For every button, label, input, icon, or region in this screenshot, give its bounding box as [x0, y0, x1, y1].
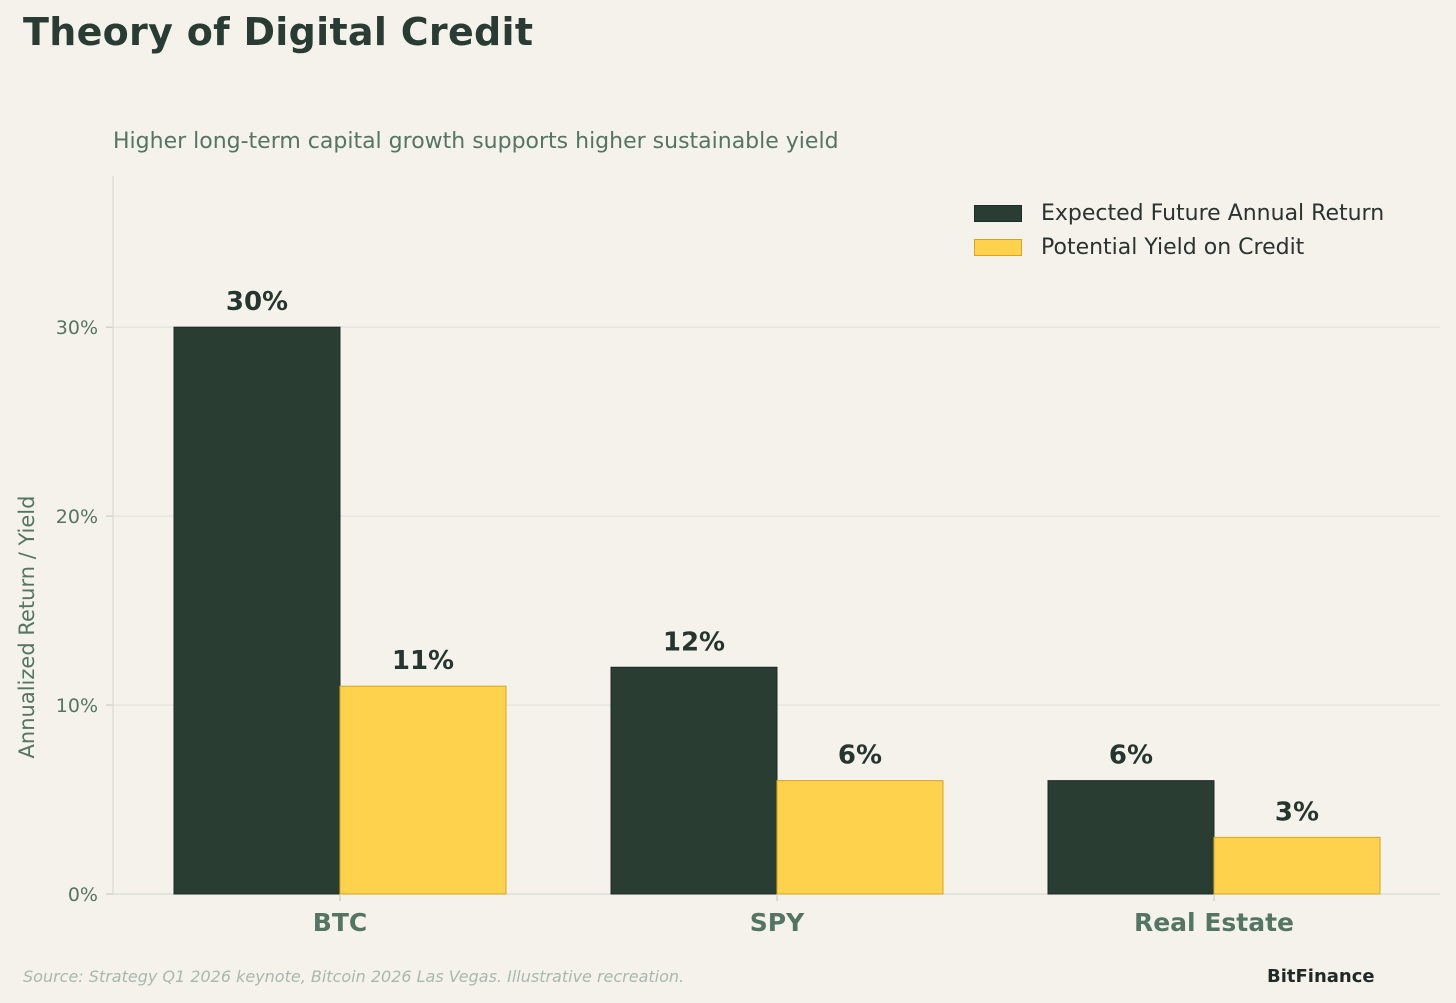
data-label-real-estate-yield: 3% — [1275, 797, 1319, 827]
x-tick-label-btc: BTC — [313, 908, 367, 937]
x-tick-label-spy: SPY — [750, 908, 805, 937]
data-label-spy-return: 12% — [663, 627, 725, 657]
y-tick-label-10: 10% — [56, 695, 98, 717]
bar-btc-return — [173, 326, 341, 895]
y-tick-label-0: 0% — [68, 884, 98, 906]
legend-item-return: Expected Future Annual Return — [974, 196, 1384, 230]
data-label-spy-yield: 6% — [838, 741, 882, 771]
bar-btc-yield — [339, 685, 507, 895]
chart-legend: Expected Future Annual Return Potential … — [974, 196, 1384, 264]
brand-logo-text: BitFinance — [1267, 966, 1375, 987]
data-label-btc-yield: 11% — [392, 646, 454, 676]
source-note: Source: Strategy Q1 2026 keynote, Bitcoi… — [23, 967, 685, 986]
y-tick-label-20: 20% — [56, 506, 98, 528]
legend-swatch-yield — [974, 238, 1022, 256]
data-label-btc-return: 30% — [226, 287, 288, 317]
bar-spy-yield — [776, 780, 944, 895]
chart-title: Theory of Digital Credit — [23, 10, 534, 54]
legend-swatch-return — [974, 204, 1022, 222]
legend-label-yield: Potential Yield on Credit — [1041, 234, 1305, 260]
legend-label-return: Expected Future Annual Return — [1041, 200, 1385, 226]
chart-subtitle: Higher long-term capital growth supports… — [113, 129, 839, 154]
legend-item-yield: Potential Yield on Credit — [974, 230, 1384, 264]
bar-spy-return — [610, 666, 778, 895]
bar-real-estate-yield — [1213, 836, 1381, 895]
x-tick-label-real-estate: Real Estate — [1134, 908, 1294, 937]
data-label-real-estate-return: 6% — [1109, 741, 1153, 771]
y-tick-label-30: 30% — [56, 317, 98, 339]
bar-real-estate-return — [1047, 780, 1215, 895]
y-axis-label: Annualized Return / Yield — [15, 496, 39, 759]
